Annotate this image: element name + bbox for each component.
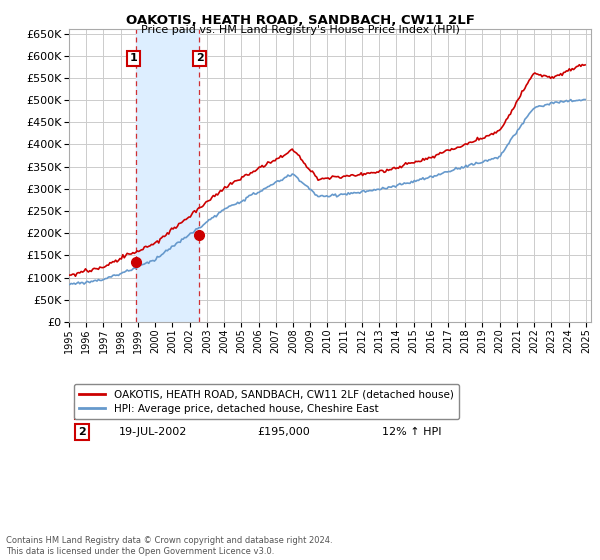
Text: 12% ↑ HPI: 12% ↑ HPI [382,427,442,437]
Legend: OAKOTIS, HEATH ROAD, SANDBACH, CW11 2LF (detached house), HPI: Average price, de: OAKOTIS, HEATH ROAD, SANDBACH, CW11 2LF … [74,384,459,419]
Text: OAKOTIS, HEATH ROAD, SANDBACH, CW11 2LF: OAKOTIS, HEATH ROAD, SANDBACH, CW11 2LF [125,14,475,27]
Text: 1: 1 [78,407,86,416]
Bar [136,29,199,322]
Text: 2: 2 [196,53,203,63]
Text: 13-NOV-1998: 13-NOV-1998 [119,407,193,416]
Text: £195,000: £195,000 [257,427,310,437]
Text: £135,000: £135,000 [257,407,310,416]
Text: 1: 1 [129,53,137,63]
Text: 19-JUL-2002: 19-JUL-2002 [119,427,187,437]
Text: 2: 2 [78,427,86,437]
Text: Price paid vs. HM Land Registry's House Price Index (HPI): Price paid vs. HM Land Registry's House … [140,25,460,35]
Text: Contains HM Land Registry data © Crown copyright and database right 2024.
This d: Contains HM Land Registry data © Crown c… [6,536,332,556]
Text: 17% ↑ HPI: 17% ↑ HPI [382,407,442,416]
